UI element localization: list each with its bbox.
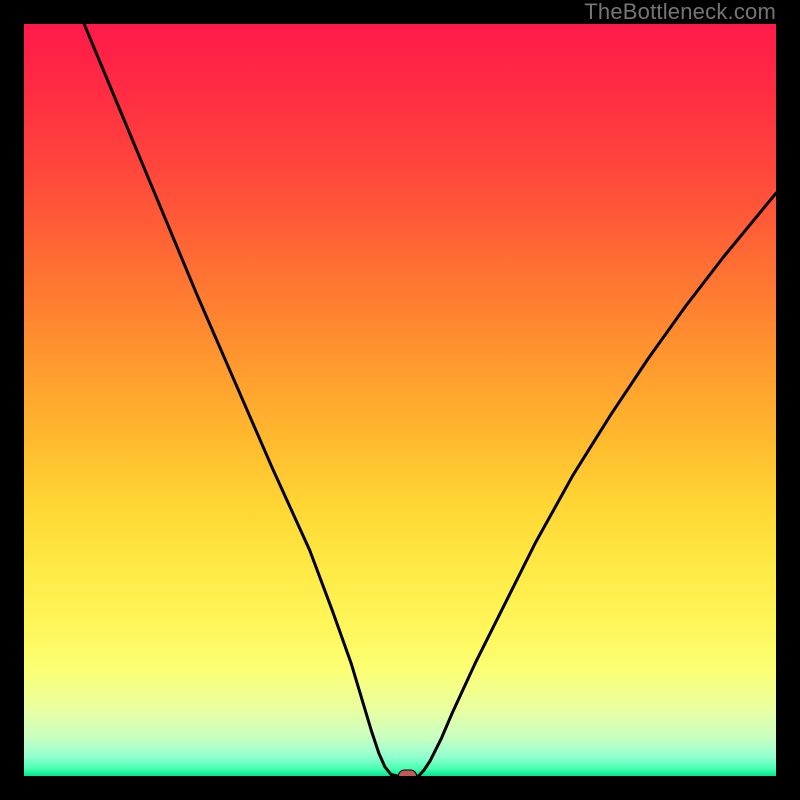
optimal-point-marker [399,770,417,776]
chart-frame: TheBottleneck.com [0,0,800,800]
gradient-background [24,24,776,776]
plot-area [24,24,776,776]
watermark-text: TheBottleneck.com [584,0,776,24]
bottleneck-curve-chart [24,24,776,776]
